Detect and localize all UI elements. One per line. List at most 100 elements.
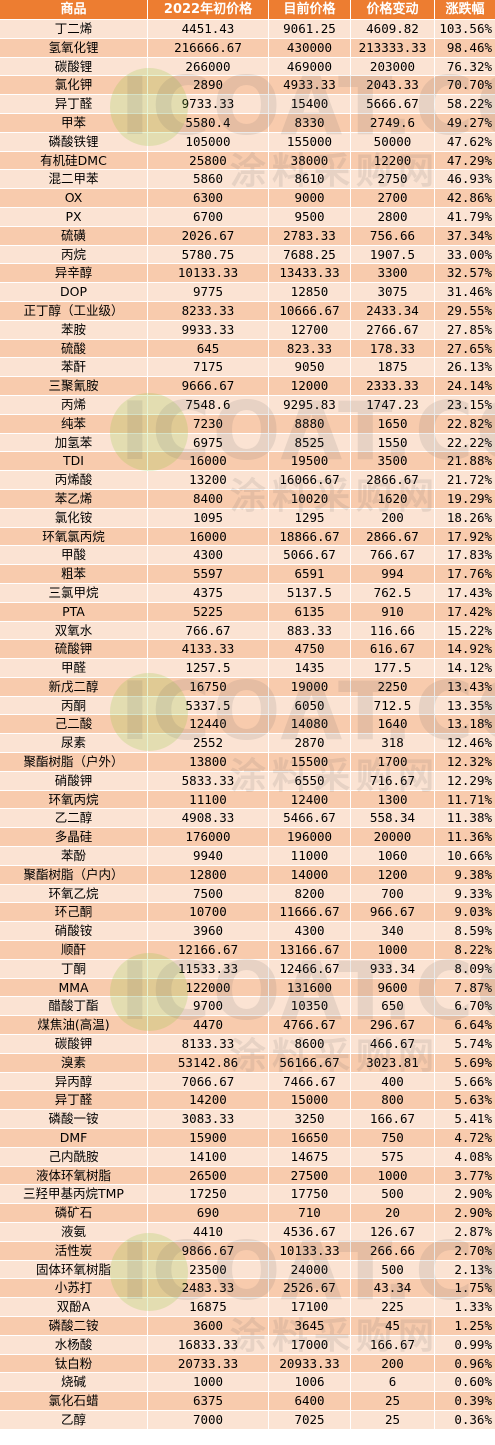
price-change-cell: 500: [351, 1260, 435, 1279]
table-row: 乙醇 7000 7025 25 0.36%: [0, 1410, 495, 1430]
current-price-cell: 27500: [269, 1166, 351, 1185]
start-price-cell: 7230: [148, 414, 269, 433]
table-row: 烧碱 1000 1006 6 0.60%: [0, 1373, 495, 1393]
current-price-cell: 5066.67: [269, 546, 351, 565]
current-price-cell: 56166.67: [269, 1053, 351, 1072]
price-change-cell: 2433.34: [351, 301, 435, 320]
product-cell: 氯化石蜡: [0, 1392, 148, 1410]
product-cell: 磷矿石: [0, 1204, 148, 1222]
product-cell: 丁酮: [0, 959, 148, 978]
current-price-cell: 5466.67: [269, 809, 351, 828]
start-price-cell: 2483.33: [148, 1279, 269, 1298]
product-cell: TDI: [0, 452, 148, 471]
product-cell: 液体环氧树脂: [0, 1166, 148, 1185]
change-pct-cell: 9.38%: [454, 866, 492, 882]
table-header: 商品 2022年初价格 目前价格 价格变动 涨跌幅: [0, 0, 495, 20]
current-price-cell: 9050: [269, 358, 351, 377]
price-change-cell: 1700: [351, 753, 435, 771]
current-price-cell: 17750: [269, 1185, 351, 1204]
start-price-cell: 7175: [148, 358, 269, 377]
change-pct-cell: 12.32%: [446, 754, 492, 770]
table-row: 乙二醇 4908.33 5466.67 558.34 11.38%: [0, 809, 495, 829]
change-pct-cell: 2.87%: [454, 1224, 492, 1239]
table-row: 钛白粉 20733.33 20933.33 200 0.96%: [0, 1354, 495, 1374]
current-price-cell: 24000: [269, 1260, 351, 1279]
start-price-cell: 16750: [148, 677, 269, 696]
current-price-cell: 6400: [269, 1392, 351, 1410]
change-pct-cell: 31.46%: [446, 284, 492, 300]
current-price-cell: 9295.83: [269, 395, 351, 414]
start-price-cell: 16000: [148, 452, 269, 471]
table-row: DMF 15900 16650 750 4.72%: [0, 1129, 495, 1148]
change-pct-cell: 4.72%: [454, 1130, 492, 1146]
current-price-cell: 14080: [269, 715, 351, 734]
start-price-cell: 9775: [148, 283, 269, 301]
table-row: PX 6700 9500 2800 41.79%: [0, 207, 495, 227]
table-row: 氯化石蜡 6375 6400 25 0.39%: [0, 1392, 495, 1411]
price-change-cell: 25: [351, 1410, 435, 1429]
table-row: 磷酸一铵 3083.33 3250 166.67 5.41%: [0, 1110, 495, 1130]
start-price-cell: 7500: [148, 884, 269, 903]
current-price-cell: 12400: [269, 790, 351, 809]
product-cell: 异辛醇: [0, 264, 148, 283]
current-price-cell: 19000: [269, 677, 351, 696]
product-cell: 己二酸: [0, 715, 148, 734]
product-cell: 异丁醛: [0, 95, 148, 113]
price-change-cell: 5666.67: [351, 95, 435, 113]
change-pct-cell: 24.14%: [446, 378, 492, 394]
table-row: 三聚氰胺 9666.67 12000 2333.33 24.14%: [0, 377, 495, 396]
product-cell: 活性炭: [0, 1241, 148, 1260]
change-pct-cell: 8.09%: [454, 960, 492, 976]
price-change-cell: 296.67: [351, 1016, 435, 1035]
price-change-cell: 3075: [351, 283, 435, 301]
price-change-cell: 4609.82: [351, 20, 435, 38]
table-row: 丁酮 11533.33 12466.67 933.34 8.09%: [0, 959, 495, 979]
table-row: 环己酮 10700 11666.67 966.67 9.03%: [0, 903, 495, 923]
change-pct-cell: 22.22%: [446, 434, 492, 450]
current-price-cell: 17000: [269, 1335, 351, 1354]
start-price-cell: 20733.33: [148, 1354, 269, 1373]
current-price-cell: 9061.25: [269, 20, 351, 38]
price-change-cell: 3023.81: [351, 1053, 435, 1072]
price-change-cell: 756.66: [351, 226, 435, 245]
product-cell: 己内酰胺: [0, 1147, 148, 1166]
current-price-cell: 823.33: [269, 339, 351, 358]
table-row: 硫酸 645 823.33 178.33 27.65%: [0, 339, 495, 359]
start-price-cell: 6300: [148, 189, 269, 207]
product-cell: 碳酸钾: [0, 1035, 148, 1053]
product-cell: 聚酯树脂（户外）: [0, 753, 148, 771]
price-change-cell: 1060: [351, 847, 435, 865]
product-cell: 磷酸一铵: [0, 1110, 148, 1129]
price-change-cell: 25: [351, 1392, 435, 1410]
change-pct-cell: 7.87%: [454, 979, 492, 995]
product-cell: 硫酸: [0, 339, 148, 358]
current-price-cell: 6591: [269, 565, 351, 583]
product-cell: 烧碱: [0, 1373, 148, 1392]
change-pct-cell: 0.60%: [454, 1374, 492, 1390]
price-change-cell: 762.5: [351, 583, 435, 602]
current-price-cell: 1295: [269, 508, 351, 527]
price-change-cell: 2700: [351, 189, 435, 207]
change-pct-cell: 58.22%: [446, 96, 492, 112]
table-row: PTA 5225 6135 910 17.42%: [0, 602, 495, 622]
header-current-price: 目前价格: [269, 0, 351, 19]
product-cell: 混二甲苯: [0, 170, 148, 189]
table-row: 聚酯树脂（户外） 13800 15500 1700 12.32%: [0, 753, 495, 772]
table-row: 加氢苯 6975 8525 1550 22.22%: [0, 433, 495, 453]
product-cell: 苯胺: [0, 320, 148, 339]
current-price-cell: 9000: [269, 189, 351, 207]
start-price-cell: 1257.5: [148, 659, 269, 677]
start-price-cell: 13800: [148, 753, 269, 771]
table-row: 甲醛 1257.5 1435 177.5 14.12%: [0, 659, 495, 678]
table-row: 氯化钾 2890 4933.33 2043.33 70.70%: [0, 76, 495, 96]
product-cell: 氯化钾: [0, 76, 148, 95]
product-cell: 硝酸钾: [0, 771, 148, 790]
table-row: 氯化铵 1095 1295 200 18.26%: [0, 508, 495, 528]
table-row: 硫酸钾 4133.33 4750 616.67 14.92%: [0, 640, 495, 660]
change-pct-cell: 18.26%: [446, 509, 492, 525]
current-price-cell: 12466.67: [269, 959, 351, 978]
change-pct-cell: 21.72%: [446, 472, 492, 488]
price-change-cell: 966.67: [351, 903, 435, 922]
product-cell: 苯酚: [0, 847, 148, 865]
price-change-cell: 575: [351, 1147, 435, 1166]
